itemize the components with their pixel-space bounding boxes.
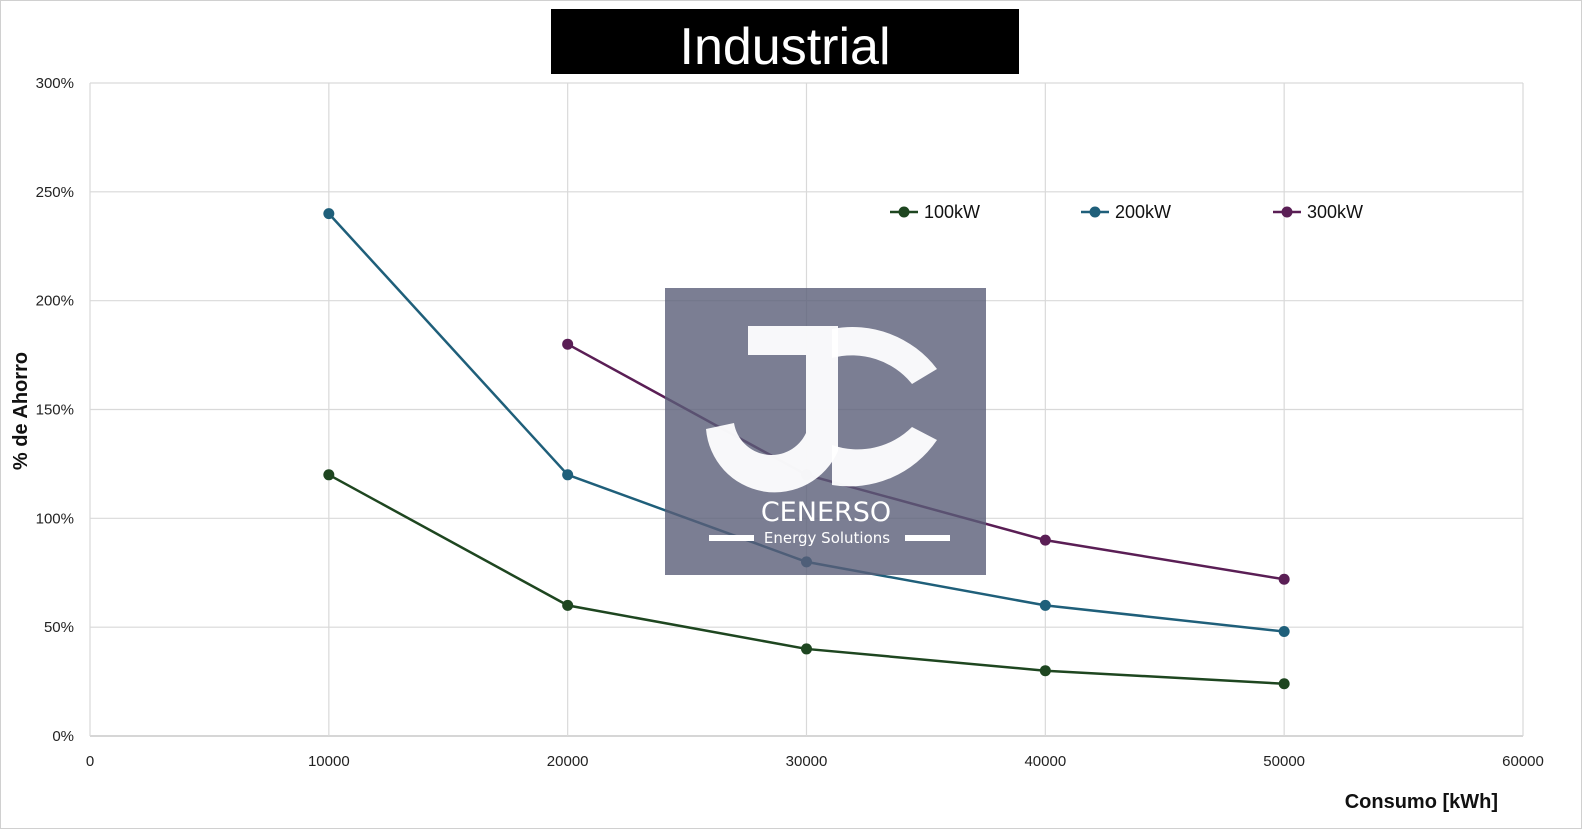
- x-tick-label: 30000: [786, 753, 828, 770]
- y-axis-title: % de Ahorro: [10, 352, 32, 470]
- data-point: [1278, 573, 1290, 585]
- logo-right-bar: [905, 535, 950, 541]
- legend-marker: [1281, 206, 1293, 218]
- legend-marker: [1089, 206, 1101, 218]
- legend: 100kW 200kW 300kW: [890, 202, 1363, 222]
- legend-label: 100kW: [924, 202, 980, 222]
- data-point: [323, 469, 335, 481]
- legend-item-100kW: 100kW: [890, 202, 980, 222]
- y-tick-label: 0%: [52, 728, 74, 745]
- cenerso-logo: CENERSO Energy Solutions: [665, 288, 986, 575]
- data-point: [1039, 534, 1051, 546]
- y-tick-label: 50%: [44, 619, 74, 636]
- logo-j-mark: [706, 326, 838, 493]
- data-point: [562, 469, 574, 481]
- x-tick-label: 50000: [1263, 753, 1305, 770]
- x-axis-title: Consumo [kWh]: [1345, 791, 1498, 813]
- logo-brand-text: CENERSO: [761, 497, 891, 528]
- logo-c-mark: [832, 326, 937, 487]
- data-point: [801, 643, 812, 655]
- data-point: [562, 599, 574, 611]
- logo-tagline-text: Energy Solutions: [764, 529, 890, 547]
- data-point: [1039, 665, 1051, 677]
- data-point: [1278, 678, 1290, 690]
- logo-left-bar: [709, 535, 754, 541]
- legend-label: 300kW: [1307, 202, 1363, 222]
- x-tick-label: 10000: [308, 753, 350, 770]
- y-tick-label: 300%: [36, 75, 74, 92]
- series-100kW: [323, 469, 1290, 690]
- data-point: [1278, 626, 1290, 638]
- title-banner: [551, 9, 1019, 74]
- chart-title: Industrial: [680, 18, 891, 76]
- data-point: [323, 208, 335, 220]
- legend-item-200kW: 200kW: [1081, 202, 1171, 222]
- y-tick-label: 100%: [36, 510, 74, 527]
- legend-label: 200kW: [1115, 202, 1171, 222]
- x-tick-label: 60000: [1502, 753, 1544, 770]
- y-tick-label: 200%: [36, 293, 74, 310]
- y-tick-label: 250%: [36, 184, 74, 201]
- x-tick-label: 20000: [547, 753, 589, 770]
- y-tick-label: 150%: [36, 402, 74, 419]
- data-point: [562, 338, 574, 350]
- axes: 0% 50% 100% 150% 200% 250% 300% 0 10000 20000 3000…: [36, 75, 1544, 770]
- legend-item-300kW: 300kW: [1273, 202, 1363, 222]
- x-tick-label: 40000: [1024, 753, 1066, 770]
- x-tick-label: 0: [86, 753, 94, 770]
- legend-marker: [898, 206, 910, 218]
- data-point: [1039, 599, 1051, 611]
